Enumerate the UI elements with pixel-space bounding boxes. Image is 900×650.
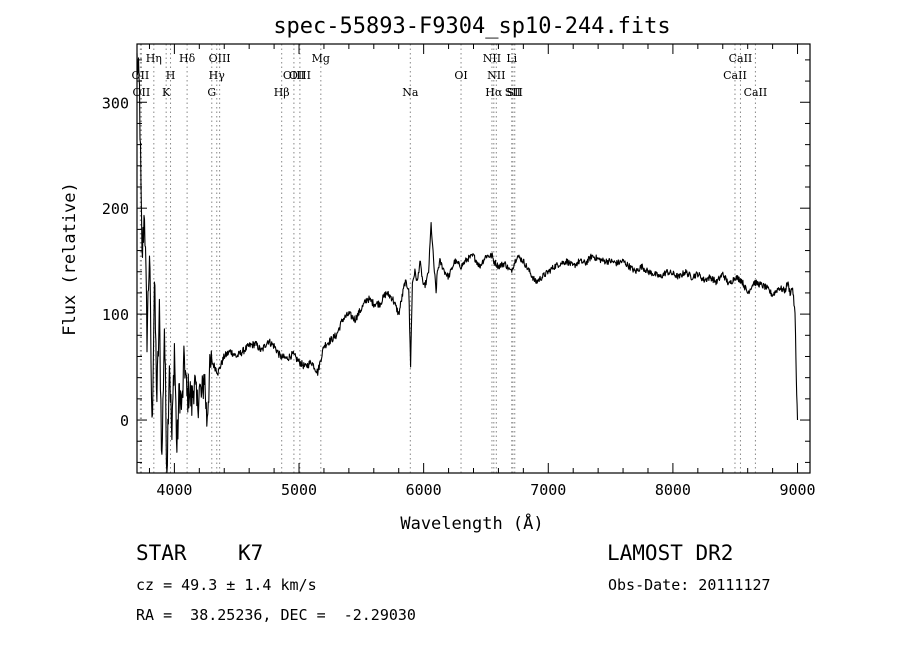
line-label: Li	[506, 52, 517, 65]
y-tick-label: 300	[102, 94, 129, 112]
line-label: SII	[505, 86, 521, 99]
line-label: Mg	[312, 52, 330, 65]
line-label: G	[207, 86, 216, 99]
y-tick-label: 0	[120, 412, 129, 430]
line-label: Hδ	[179, 52, 196, 65]
line-label: NII	[487, 69, 505, 82]
line-label: OII	[132, 69, 150, 82]
x-axis-label: Wavelength (Å)	[400, 512, 543, 534]
line-label: Hβ	[274, 86, 290, 99]
line-label: H	[166, 69, 176, 82]
ra-dec-coordinates: RA = 38.25236, DEC = -2.29030	[136, 606, 416, 624]
line-label: Na	[402, 86, 419, 99]
redshift-cz: cz = 49.3 ± 1.4 km/s	[136, 576, 317, 594]
line-label: OIII	[283, 69, 305, 82]
line-label: K	[162, 86, 171, 99]
line-label: OI	[454, 69, 467, 82]
line-label: OIII	[289, 69, 311, 82]
object-subclass: K7	[238, 541, 264, 565]
line-label-layer: OIIOIIHηKHHδGHγOIIIHβOIIIOIIIMgNaOINIIHα…	[132, 52, 768, 99]
x-tick-label: 7000	[530, 481, 566, 499]
line-label: CaII	[723, 69, 747, 82]
line-label: CaII	[729, 52, 753, 65]
line-label: CaII	[744, 86, 768, 99]
spectrum-line	[136, 53, 799, 474]
chart-title: spec-55893-F9304_sp10-244.fits	[273, 14, 670, 39]
line-label: SII	[507, 86, 523, 99]
survey-name: LAMOST DR2	[607, 541, 734, 565]
x-tick-label: 8000	[655, 481, 691, 499]
x-tick-label: 9000	[779, 481, 815, 499]
axis-ticks: 4000 5000 6000 7000 8000 9000 0 100 200 300	[102, 44, 816, 499]
line-label: OIII	[209, 52, 231, 65]
y-tick-label: 200	[102, 200, 129, 218]
y-axis-label: Flux (relative)	[60, 182, 80, 336]
line-label: Hγ	[209, 69, 226, 82]
line-label: OII	[133, 86, 151, 99]
line-label: Hα	[485, 86, 503, 99]
y-tick-label: 100	[102, 306, 129, 324]
plot-frame	[136, 43, 811, 474]
line-marker-layer	[139, 44, 756, 473]
line-label: Hη	[146, 52, 162, 65]
observation-date: Obs-Date: 20111127	[608, 576, 771, 594]
x-tick-label: 4000	[156, 481, 192, 499]
x-tick-label: 5000	[281, 481, 317, 499]
x-tick-label: 6000	[406, 481, 442, 499]
line-label: NII	[483, 52, 501, 65]
object-class: STAR	[136, 541, 187, 565]
